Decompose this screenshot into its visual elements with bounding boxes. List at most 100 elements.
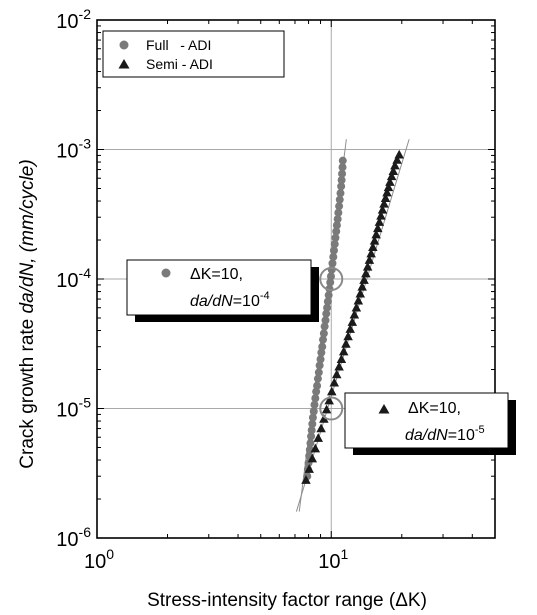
legend-box [102,30,285,78]
data-point-circle [333,215,342,224]
data-point-circle [308,419,317,428]
y-axis-title-prefix: Crack growth rate [17,313,38,468]
annotation-full-var: da/dN [190,293,233,310]
data-point-triangle [357,281,367,291]
data-point-triangle [374,217,385,226]
annotation-full-exp: -4 [260,290,270,302]
data-point-triangle [361,268,371,278]
data-point-circle [336,189,345,198]
y-tick-label-exponent: -5 [79,395,92,411]
data-point-circle [329,252,338,261]
y-tick-label-base: 10 [56,529,78,551]
data-point-circle [308,413,317,422]
data-point-circle [322,309,331,318]
data-point-circle [313,381,322,390]
data-point-triangle [353,295,364,305]
data-point-triangle [385,177,395,186]
y-tick-labels: 10-610-510-410-310-2 [56,6,91,551]
data-point-circle [331,233,340,242]
data-point-circle [332,227,341,236]
data-point-circle [319,329,328,338]
data-point-triangle [301,475,311,484]
data-point-triangle [373,223,383,233]
data-point-triangle [341,338,351,348]
data-point-triangle [331,369,342,379]
annotation-full-adi: ΔK=10, da/dN=10-4 [126,259,344,322]
data-point-triangle [347,317,358,326]
y-tick-label-exponent: -6 [79,524,92,540]
y-tick-label: 10-5 [56,395,91,422]
legend: Full - ADI Semi - ADI [102,30,285,78]
data-point-circle [332,221,341,230]
annotation-semi-box [344,392,509,449]
legend-marker-full-adi [119,40,129,50]
data-point-triangle [324,395,334,405]
data-point-circle [306,439,315,448]
annotation-full-line1: ΔK=10, [190,266,243,283]
data-point-triangle [329,377,340,387]
data-point-circle [338,169,347,178]
data-point-circle [338,163,347,172]
data-point-triangle [379,198,389,208]
annotation-full-line2: da/dN=10-4 [190,290,270,310]
data-point-circle [314,368,323,377]
data-point-circle [318,342,327,351]
data-point-triangle [351,302,362,312]
annotation-semi-line2: da/dN=10-5 [405,424,485,444]
annotation-full-marker [161,268,171,278]
data-point-triangle [376,210,386,220]
data-point-circle [335,195,344,204]
x-tick-label-base: 10 [84,551,106,573]
data-point-circle [315,361,324,370]
data-point-circle [334,208,343,217]
data-point-triangle [382,187,392,197]
data-point-circle [320,322,329,331]
data-point-circle [338,156,347,165]
annotation-semi-exp: -5 [475,424,485,436]
data-point-triangle [334,361,344,371]
data-point-circle [323,303,332,312]
x-tick-label-exponent: 0 [106,546,114,562]
data-point-circle [337,176,346,185]
data-point-triangle [345,324,355,333]
data-point-triangle [392,154,402,164]
data-point-triangle [307,453,318,463]
data-point-circle [323,297,332,306]
data-point-triangle [394,149,404,159]
y-tick-label-exponent: -3 [79,136,92,152]
data-point-circle [309,407,318,416]
data-point-triangle [388,166,399,175]
data-point-triangle [327,386,337,396]
data-point-circle [313,374,322,383]
data-point-triangle [343,331,353,341]
annotation-semi-marker [378,404,390,414]
data-point-circle [328,259,337,268]
y-axis-title: Crack growth rate da/dN, (mm/cycle) [17,159,38,468]
x-tick-label: 100 [84,546,114,573]
data-point-triangle [390,160,400,170]
data-point-circle [335,202,344,211]
annotation-semi-line1: ΔK=10, [408,400,461,417]
y-tick-label-base: 10 [56,141,78,163]
y-tick-label: 10-2 [56,6,91,33]
y-axis-title-variable: da/dN [17,262,38,313]
data-point-circle [317,348,326,357]
data-point-triangle [383,182,394,192]
x-tick-labels: 100 101 [84,546,349,573]
annotation-semi-highlight-ring [319,396,344,421]
y-axis-title-unit: , (mm/cycle) [17,159,38,262]
data-point-circle [324,291,333,300]
y-tick-label: 10-4 [56,265,91,292]
legend-label-full-adi: Full - ADI [146,37,211,53]
data-point-triangle [336,354,347,364]
data-point-circle [316,355,325,364]
annotation-semi-var: da/dN [405,427,448,444]
x-tick-label-base: 10 [318,551,340,573]
data-point-triangle [349,309,360,319]
data-point-circle [307,432,316,441]
y-tick-label: 10-6 [56,524,91,551]
data-point-circle [326,278,335,287]
data-point-triangle [369,235,380,245]
data-point-circle [326,272,335,281]
y-tick-label-base: 10 [56,400,78,422]
